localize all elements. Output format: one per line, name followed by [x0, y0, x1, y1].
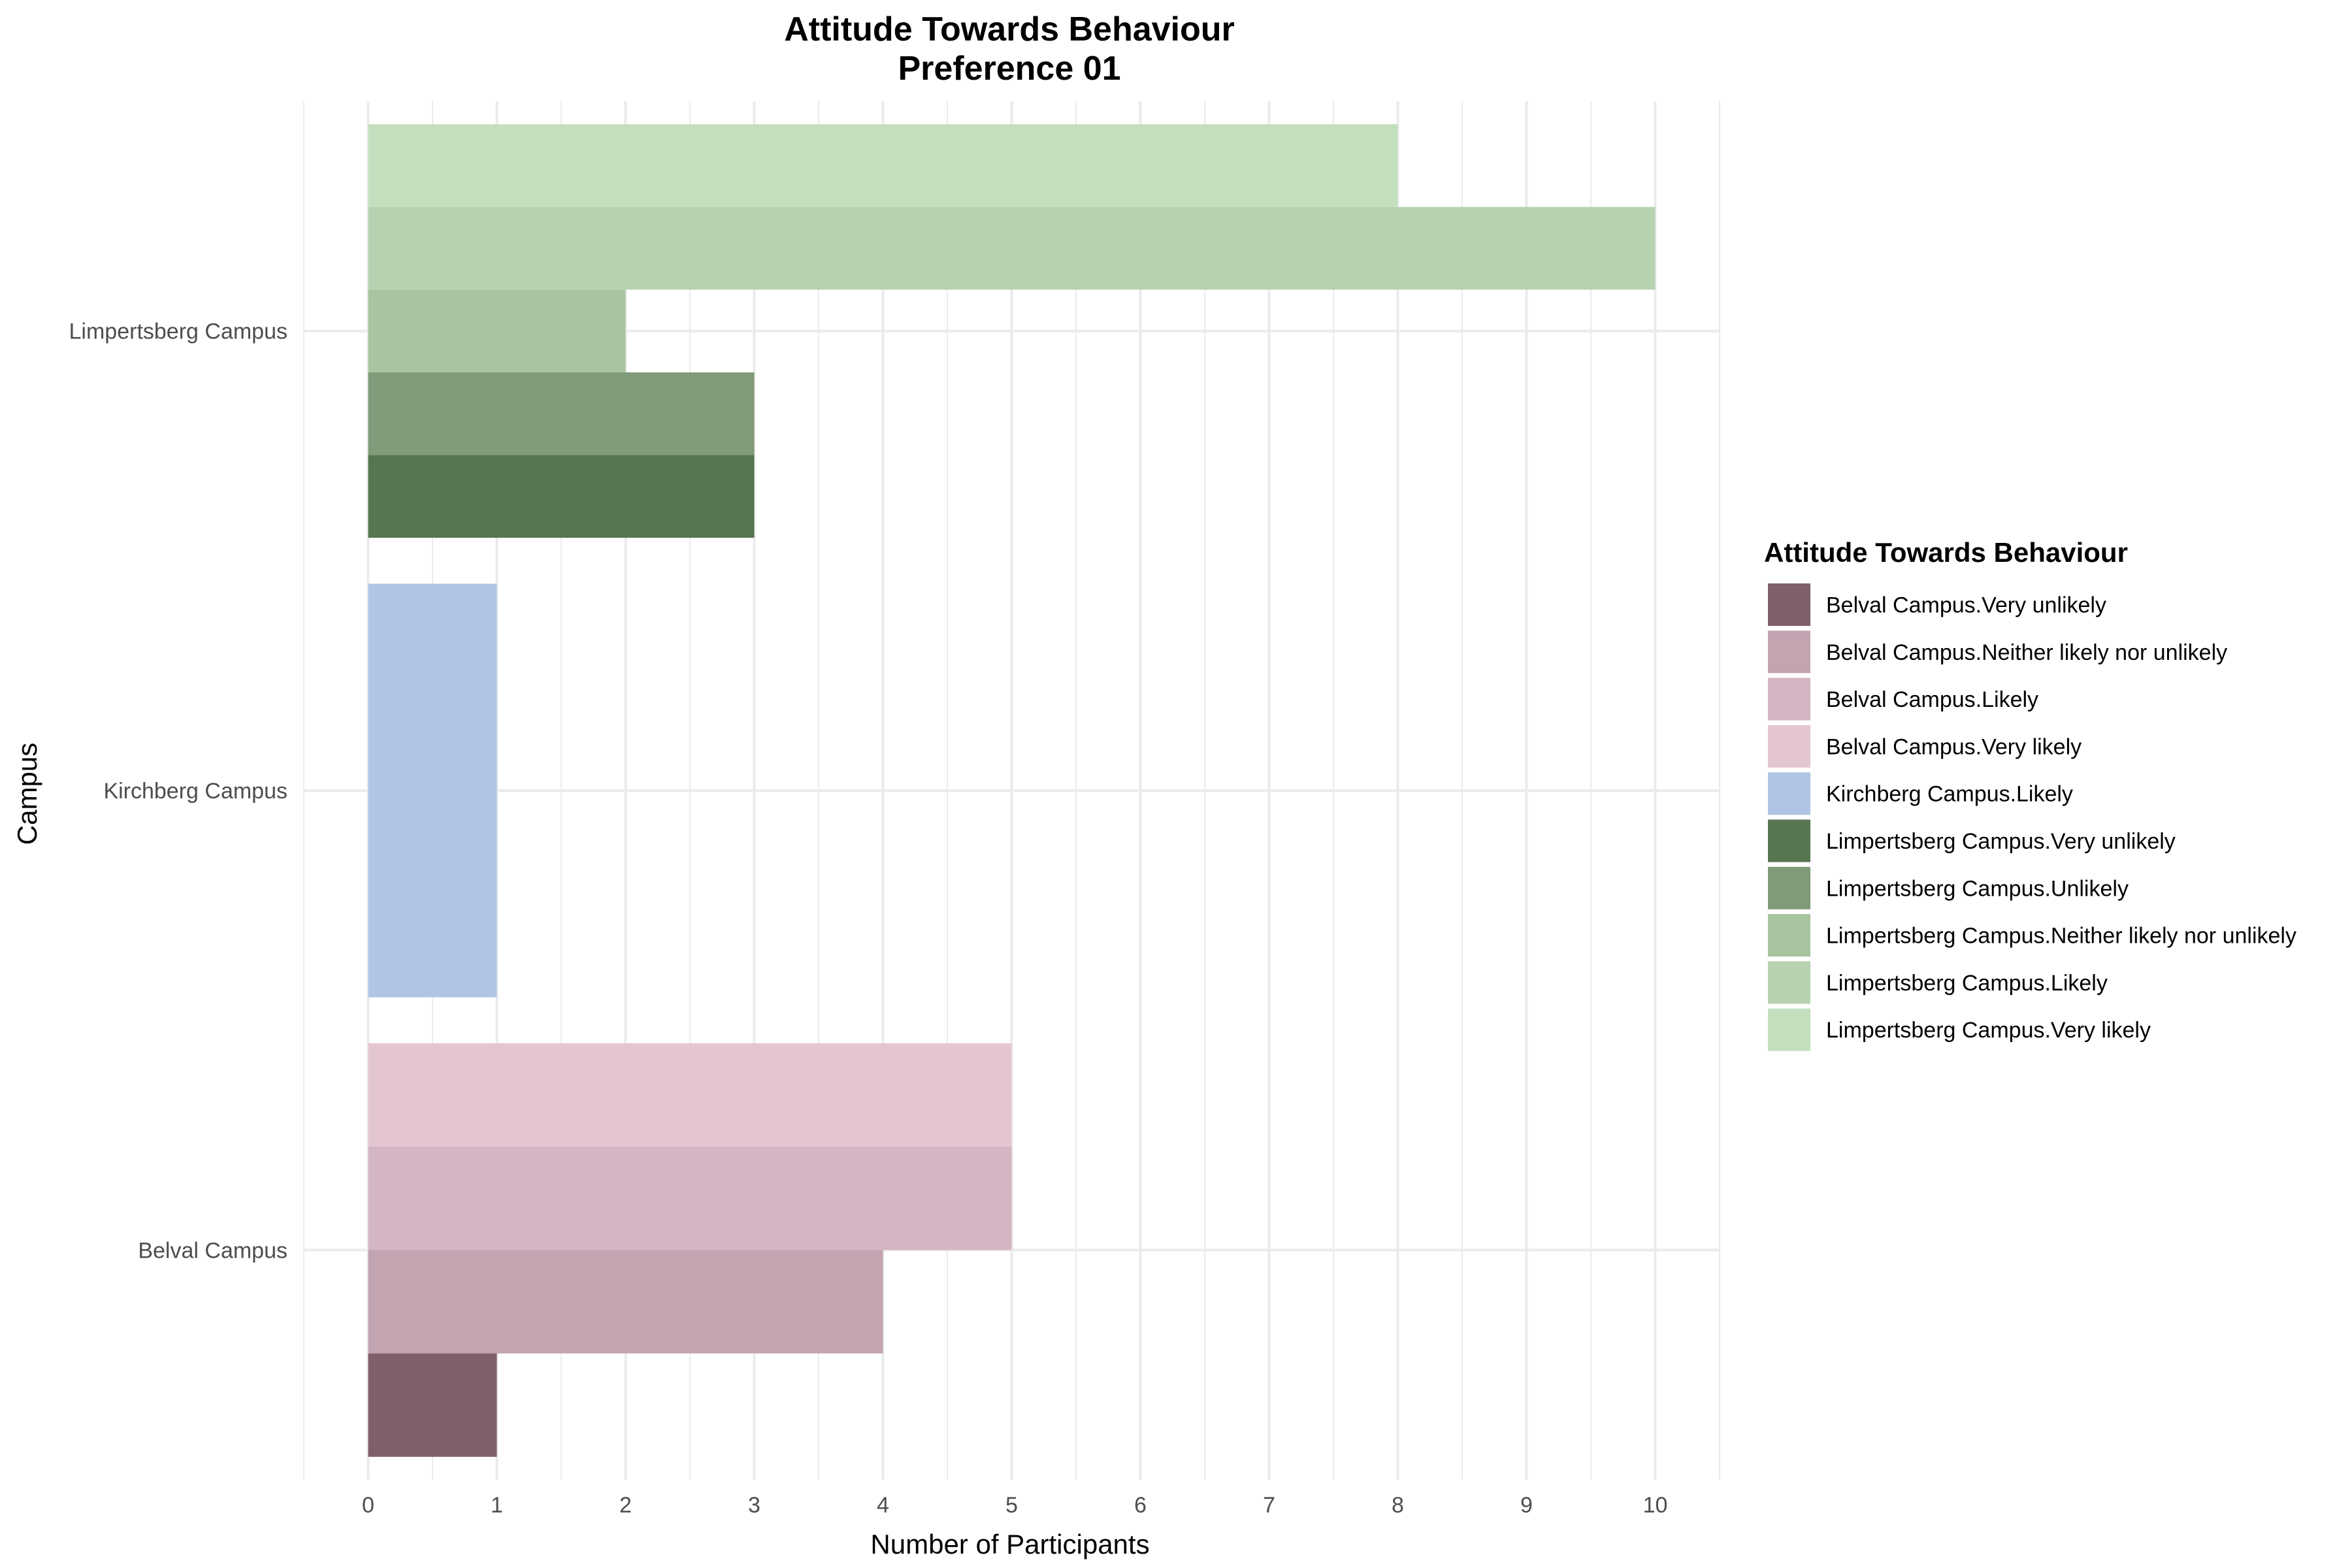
legend-key-belval-campus-very-likely [1768, 725, 1810, 768]
y-tick-label-limpertsberg-campus: Limpertsberg Campus [69, 319, 287, 344]
legend-key-kirchberg-campus-likely [1768, 772, 1810, 815]
legend-label: Belval Campus.Very likely [1826, 734, 2082, 759]
legend-label: Limpertsberg Campus.Neither likely nor u… [1826, 924, 2296, 949]
y-axis-title: Campus [12, 743, 42, 845]
x-tick-label: 3 [748, 1493, 760, 1518]
x-tick-label: 1 [491, 1493, 503, 1518]
bar-belval-campus-very-likely [368, 1043, 1012, 1147]
legend-key-limpertsberg-campus-very-unlikely [1768, 819, 1810, 862]
legend-key-belval-campus-very-unlikely [1768, 583, 1810, 626]
bar-belval-campus-very-unlikely [368, 1353, 497, 1457]
legend-key-limpertsberg-campus-neither-likely-nor-unlikely [1768, 914, 1810, 957]
legend-key-belval-campus-neither-likely-nor-unlikely [1768, 630, 1810, 674]
x-tick-label: 6 [1134, 1493, 1147, 1518]
bar-limpertsberg-campus-very-likely [368, 124, 1398, 207]
bar-belval-campus-neither-likely-nor-unlikely [368, 1250, 883, 1354]
x-tick-label: 8 [1392, 1493, 1404, 1518]
bar-limpertsberg-campus-neither-likely-nor-unlikely [368, 289, 626, 372]
legend-title: Attitude Towards Behaviour [1764, 537, 2128, 568]
legend-label: Belval Campus.Very unlikely [1826, 593, 2106, 618]
x-tick-label: 9 [1520, 1493, 1533, 1518]
x-tick-labels: 0 1 2 3 4 5 6 7 8 9 10 [362, 1493, 1667, 1518]
legend-key-limpertsberg-campus-likely [1768, 961, 1810, 1004]
bars [368, 124, 1656, 1457]
x-tick-label: 7 [1263, 1493, 1275, 1518]
legend-label: Kirchberg Campus.Likely [1826, 782, 2073, 807]
x-tick-label: 4 [877, 1493, 889, 1518]
bar-limpertsberg-campus-unlikely [368, 372, 755, 455]
x-tick-label: 0 [362, 1493, 374, 1518]
legend-label: Limpertsberg Campus.Likely [1826, 971, 2108, 996]
bar-kirchberg-campus-likely [368, 583, 497, 998]
x-tick-label: 5 [1005, 1493, 1018, 1518]
legend-label: Limpertsberg Campus.Unlikely [1826, 876, 2129, 901]
y-tick-label-belval-campus: Belval Campus [138, 1238, 287, 1263]
bar-limpertsberg-campus-likely [368, 206, 1656, 290]
legend-items: Belval Campus.Very unlikely Belval Campus… [1768, 583, 2296, 1051]
x-axis-title: Number of Participants [870, 1529, 1149, 1560]
bar-limpertsberg-campus-very-unlikely [368, 455, 755, 538]
legend-label: Belval Campus.Likely [1826, 687, 2038, 712]
legend-label: Limpertsberg Campus.Very unlikely [1826, 829, 2176, 854]
legend-key-limpertsberg-campus-very-likely [1768, 1008, 1810, 1051]
y-tick-label-kirchberg-campus: Kirchberg Campus [103, 779, 287, 804]
legend-label: Limpertsberg Campus.Very likely [1826, 1018, 2151, 1043]
legend-label: Belval Campus.Neither likely nor unlikel… [1826, 640, 2227, 665]
legend-key-belval-campus-likely [1768, 678, 1810, 721]
legend: Attitude Towards Behaviour Belval Campus… [1764, 537, 2296, 1051]
chart-subtitle: Preference 01 [898, 50, 1120, 88]
y-tick-labels: Limpertsberg Campus Kirchberg Campus Belva… [69, 319, 287, 1264]
legend-key-limpertsberg-campus-unlikely [1768, 866, 1810, 909]
x-tick-label: 10 [1643, 1493, 1668, 1518]
x-tick-label: 2 [619, 1493, 632, 1518]
bar-belval-campus-likely [368, 1147, 1012, 1250]
chart-title: Attitude Towards Behaviour [784, 10, 1235, 48]
